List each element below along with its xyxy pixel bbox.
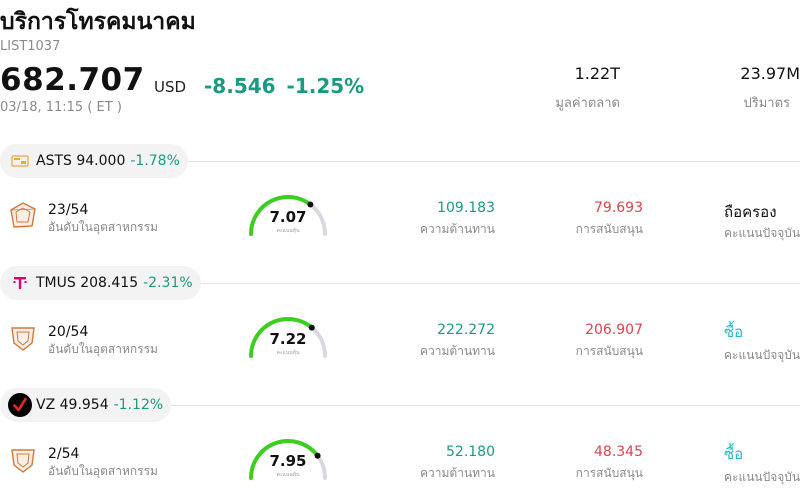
rating-value: ถือครอง xyxy=(724,203,777,221)
verizon-logo-icon xyxy=(8,393,32,417)
stock-ticker: VZ xyxy=(36,397,56,413)
resistance-label: ความต้านทาน xyxy=(420,222,495,236)
resistance-value: 52.180 xyxy=(446,444,495,460)
resistance-value: 109.183 xyxy=(437,200,495,216)
stock-score-label: คะแนนหุ้น xyxy=(276,228,300,234)
stock-pill[interactable]: VZ 49.954 -1.12% xyxy=(0,388,172,422)
stock-pill[interactable]: ASTS 94.000 -1.78% xyxy=(0,144,188,178)
resistance-label: ความต้านทาน xyxy=(420,344,495,358)
stock-score: 7.95 xyxy=(269,452,307,470)
stock-score-label: คะแนนหุ้น xyxy=(276,350,300,356)
support-label: การสนับสนุน xyxy=(575,222,643,236)
change-percent: -1.25% xyxy=(286,74,365,98)
price-change: -8.546 -1.25% xyxy=(204,74,364,98)
stock-ticker: ASTS xyxy=(36,153,72,169)
score-gauge xyxy=(249,438,327,480)
row-divider xyxy=(180,161,800,162)
list-code: LIST1037 xyxy=(0,39,61,54)
row-divider xyxy=(170,405,800,406)
resistance-value: 222.272 xyxy=(437,322,495,338)
support-value: 206.907 xyxy=(585,322,643,338)
stock-score-label: คะแนนหุ้น xyxy=(276,472,300,478)
index-price: 682.707 xyxy=(0,62,145,98)
tmobile-logo-icon xyxy=(8,271,32,295)
stock-score: 7.07 xyxy=(269,208,307,226)
timestamp: 03/18, 11:15 ( ET ) xyxy=(0,100,122,115)
asts-logo-icon xyxy=(8,149,32,173)
rating-value: ซื้อ xyxy=(724,445,744,463)
score-gauge xyxy=(249,195,327,236)
rank-shield-icon xyxy=(8,201,38,231)
stock-pill[interactable]: TMUS 208.415 -2.31% xyxy=(0,266,201,300)
industry-rank: 23/54 xyxy=(48,202,89,218)
rating-label: คะแนนปัจจุบัน xyxy=(724,470,800,484)
score-gauge xyxy=(249,317,327,358)
market-cap-label: มูลค่าตลาด xyxy=(555,96,620,111)
stock-score: 7.22 xyxy=(269,330,307,348)
support-label: การสนับสนุน xyxy=(575,466,643,480)
support-value: 48.345 xyxy=(594,444,643,460)
stock-change-percent: -1.12% xyxy=(113,397,164,413)
row-divider xyxy=(200,283,800,284)
change-value: -8.546 xyxy=(204,74,276,98)
page-title: บริการโทรคมนาคม xyxy=(0,9,196,35)
stock-price: 49.954 xyxy=(59,397,109,413)
rating-label: คะแนนปัจจุบัน xyxy=(724,348,800,362)
volume-value: 23.97M xyxy=(740,64,800,83)
industry-rank-label: อันดับในอุตสาหกรรม xyxy=(48,342,158,356)
rank-shield-icon xyxy=(8,445,38,475)
market-cap-value: 1.22T xyxy=(574,64,620,83)
stock-price: 94.000 xyxy=(76,153,126,169)
volume-label: ปริมาตร xyxy=(743,96,790,111)
stock-change-percent: -1.78% xyxy=(130,153,180,169)
rank-shield-icon xyxy=(8,323,38,353)
industry-rank-label: อันดับในอุตสาหกรรม xyxy=(48,220,158,234)
support-label: การสนับสนุน xyxy=(575,344,643,358)
rating-label: คะแนนปัจจุบัน xyxy=(724,226,800,240)
currency-label: USD xyxy=(154,78,187,96)
resistance-label: ความต้านทาน xyxy=(420,466,495,480)
industry-rank: 20/54 xyxy=(48,324,89,340)
industry-rank: 2/54 xyxy=(48,446,80,462)
support-value: 79.693 xyxy=(594,200,643,216)
stock-change-percent: -2.31% xyxy=(143,275,193,291)
stock-price: 208.415 xyxy=(80,275,139,291)
stock-ticker: TMUS xyxy=(36,275,76,291)
rating-value: ซื้อ xyxy=(724,323,744,341)
industry-rank-label: อันดับในอุตสาหกรรม xyxy=(48,464,158,478)
